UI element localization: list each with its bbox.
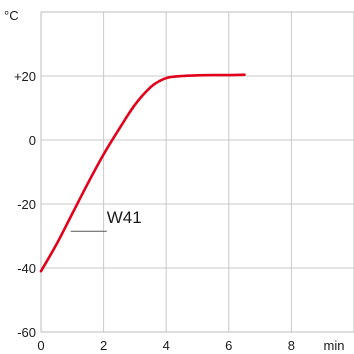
annotations: W41 bbox=[70, 208, 142, 232]
grid bbox=[41, 12, 354, 332]
plot-frame bbox=[40, 11, 354, 333]
x-tick-label: 2 bbox=[100, 338, 107, 353]
annotation-label: W41 bbox=[107, 208, 142, 227]
y-tick-label: 0 bbox=[29, 133, 36, 148]
x-tick-label: 8 bbox=[288, 338, 295, 353]
tick-labels: 0 2 4 6 8 -60 -40 -20 0 +20 bbox=[14, 69, 295, 353]
series-line bbox=[39, 73, 246, 273]
x-tick-label: 4 bbox=[163, 338, 170, 353]
y-tick-label: -60 bbox=[17, 325, 36, 340]
y-axis-unit: °C bbox=[4, 8, 19, 23]
x-axis-unit: min bbox=[324, 338, 345, 353]
x-tick-label: 0 bbox=[37, 338, 44, 353]
x-tick-label: 6 bbox=[225, 338, 232, 353]
y-tick-label: +20 bbox=[14, 69, 36, 84]
y-tick-label: -20 bbox=[17, 197, 36, 212]
series-layer bbox=[39, 73, 246, 273]
y-tick-label: -40 bbox=[17, 261, 36, 276]
